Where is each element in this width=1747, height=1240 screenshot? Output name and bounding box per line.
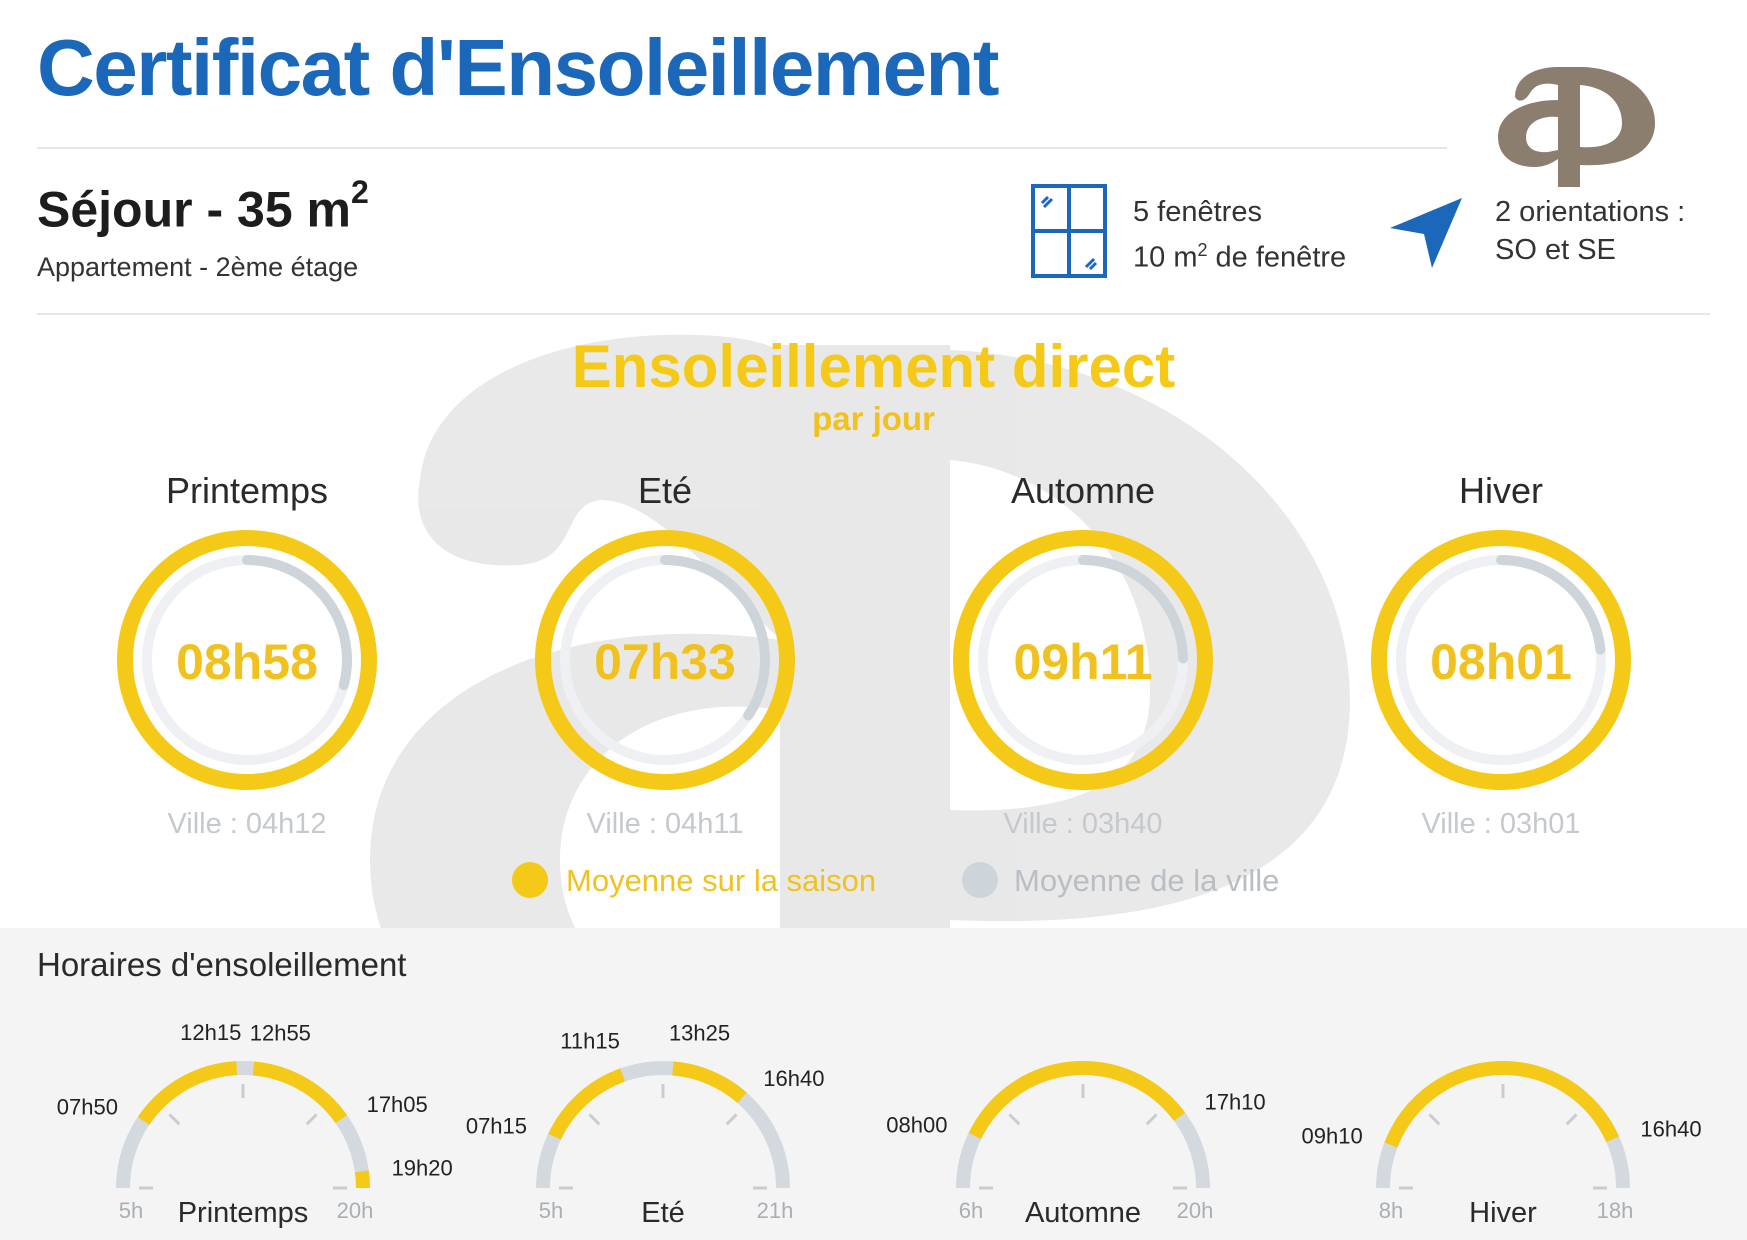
gauge-time-label-ete-3: 16h40 [763,1066,824,1091]
season-ring-printemps [117,530,377,790]
season-value-ete: 07h33 [594,634,736,690]
gauge-season-label-automne: Automne [1025,1197,1141,1229]
gauge-time-label-ete-2: 13h25 [669,1020,730,1045]
orientation-directions: SO et SE [1495,234,1616,266]
gauge-sun-segment-automne-0 [968,1061,1186,1139]
gauge-start-label-automne: 6h [959,1198,983,1223]
gauge-sun-segment-hiver-0 [1384,1061,1620,1148]
city-average-arc-printemps [242,555,352,691]
gauge-start-label-printemps: 5h [119,1198,143,1223]
orientation-count: 2 orientations : [1495,196,1686,228]
gauge-time-label-printemps-1: 12h15 [180,1020,241,1045]
gauge-time-label-ete-0: 07h15 [466,1114,527,1139]
season-label-hiver: Hiver [1458,470,1543,511]
brand-logo [1498,67,1655,187]
gauge-end-label-printemps: 20h [337,1198,374,1223]
windows-area: 10 m2 de fenêtre [1133,240,1347,274]
gauge-track-printemps [116,1061,370,1189]
gauge-tick-automne-0 [1008,1113,1021,1126]
gauge-time-label-printemps-2: 12h55 [250,1021,311,1046]
city-average-ete: Ville : 04h11 [586,808,744,840]
gauge-time-label-automne-1: 17h10 [1204,1089,1265,1114]
header-divider [37,147,1447,149]
gauge-tick-hiver-2 [1565,1113,1578,1126]
windows-count: 5 fenêtres [1133,196,1262,228]
city-average-arc-automne [1078,555,1188,664]
season-value-hiver: 08h01 [1430,634,1572,690]
gauge-end-label-ete: 21h [757,1198,794,1223]
gauge-time-label-printemps-0: 07h50 [57,1094,118,1119]
gauge-end-label-automne: 20h [1177,1198,1214,1223]
direct-sun-subtitle: par jour [812,400,935,437]
gauge-season-label-hiver: Hiver [1469,1197,1537,1229]
gauge-time-label-ete-1: 11h15 [560,1029,620,1054]
season-ring-hiver [1371,530,1631,790]
city-average-automne: Ville : 03h40 [1003,808,1163,840]
legend-season-label: Moyenne sur la saison [566,863,877,898]
orientation-info: 2 orientations : SO et SE [1495,193,1685,269]
gauge-tick-printemps-0 [168,1113,181,1126]
gauge-sun-segment-ete-1 [672,1061,747,1104]
gauge-season-label-printemps: Printemps [178,1197,309,1229]
gauge-time-label-printemps-3: 17h05 [367,1092,428,1117]
room-title: Séjour - 35 m2 [37,174,369,238]
city-average-printemps: Ville : 04h12 [167,808,327,840]
season-label-printemps: Printemps [165,470,329,511]
gauge-start-label-ete: 5h [539,1198,563,1223]
gauge-tick-hiver-0 [1428,1113,1441,1126]
season-value-printemps: 08h58 [176,634,318,690]
horaires-title: Horaires d'ensoleillement [37,946,407,983]
legend-city-dot [962,862,998,898]
info-divider [37,313,1710,315]
windows-info: 5 fenêtres 10 m2 de fenêtre [1133,193,1346,277]
gauge-sun-segment-ete-0 [548,1068,626,1140]
season-label-ete: Eté [637,470,693,511]
room-subtitle: Appartement - 2ème étage [37,252,359,282]
gauge-tick-printemps-2 [305,1113,318,1126]
window-icon [1031,184,1107,278]
page-title: Certificat d'Ensoleillement [37,23,999,112]
city-average-arc-ete [660,555,770,721]
navigation-arrow-icon [1390,198,1462,268]
legend-city-label: Moyenne de la ville [1014,863,1280,898]
city-average-hiver: Ville : 03h01 [1421,808,1581,840]
gauge-sun-segment-printemps-0 [137,1061,238,1125]
season-label-automne: Automne [1010,470,1156,511]
season-ring-ete [535,530,795,790]
legend-season-dot [512,862,548,898]
gauge-time-label-automne-0: 08h00 [886,1113,947,1138]
gauge-tick-ete-0 [588,1113,601,1126]
gauge-sun-segment-printemps-1 [252,1061,348,1124]
gauge-tick-ete-2 [725,1113,738,1126]
gauge-time-label-hiver-1: 16h40 [1640,1117,1701,1142]
direct-sun-title: Ensoleillement direct [571,333,1176,400]
gauge-end-label-hiver: 18h [1597,1198,1634,1223]
gauge-sun-segment-printemps-2 [354,1170,370,1189]
season-ring-automne [953,530,1213,790]
gauge-time-label-printemps-4: 19h20 [392,1156,453,1181]
gauge-season-label-ete: Eté [641,1197,685,1229]
season-value-automne: 09h11 [1013,634,1153,690]
gauge-time-label-hiver-0: 09h10 [1302,1124,1363,1149]
city-average-arc-hiver [1496,555,1606,655]
gauge-tick-automne-2 [1145,1113,1158,1126]
gauge-start-label-hiver: 8h [1379,1198,1403,1223]
